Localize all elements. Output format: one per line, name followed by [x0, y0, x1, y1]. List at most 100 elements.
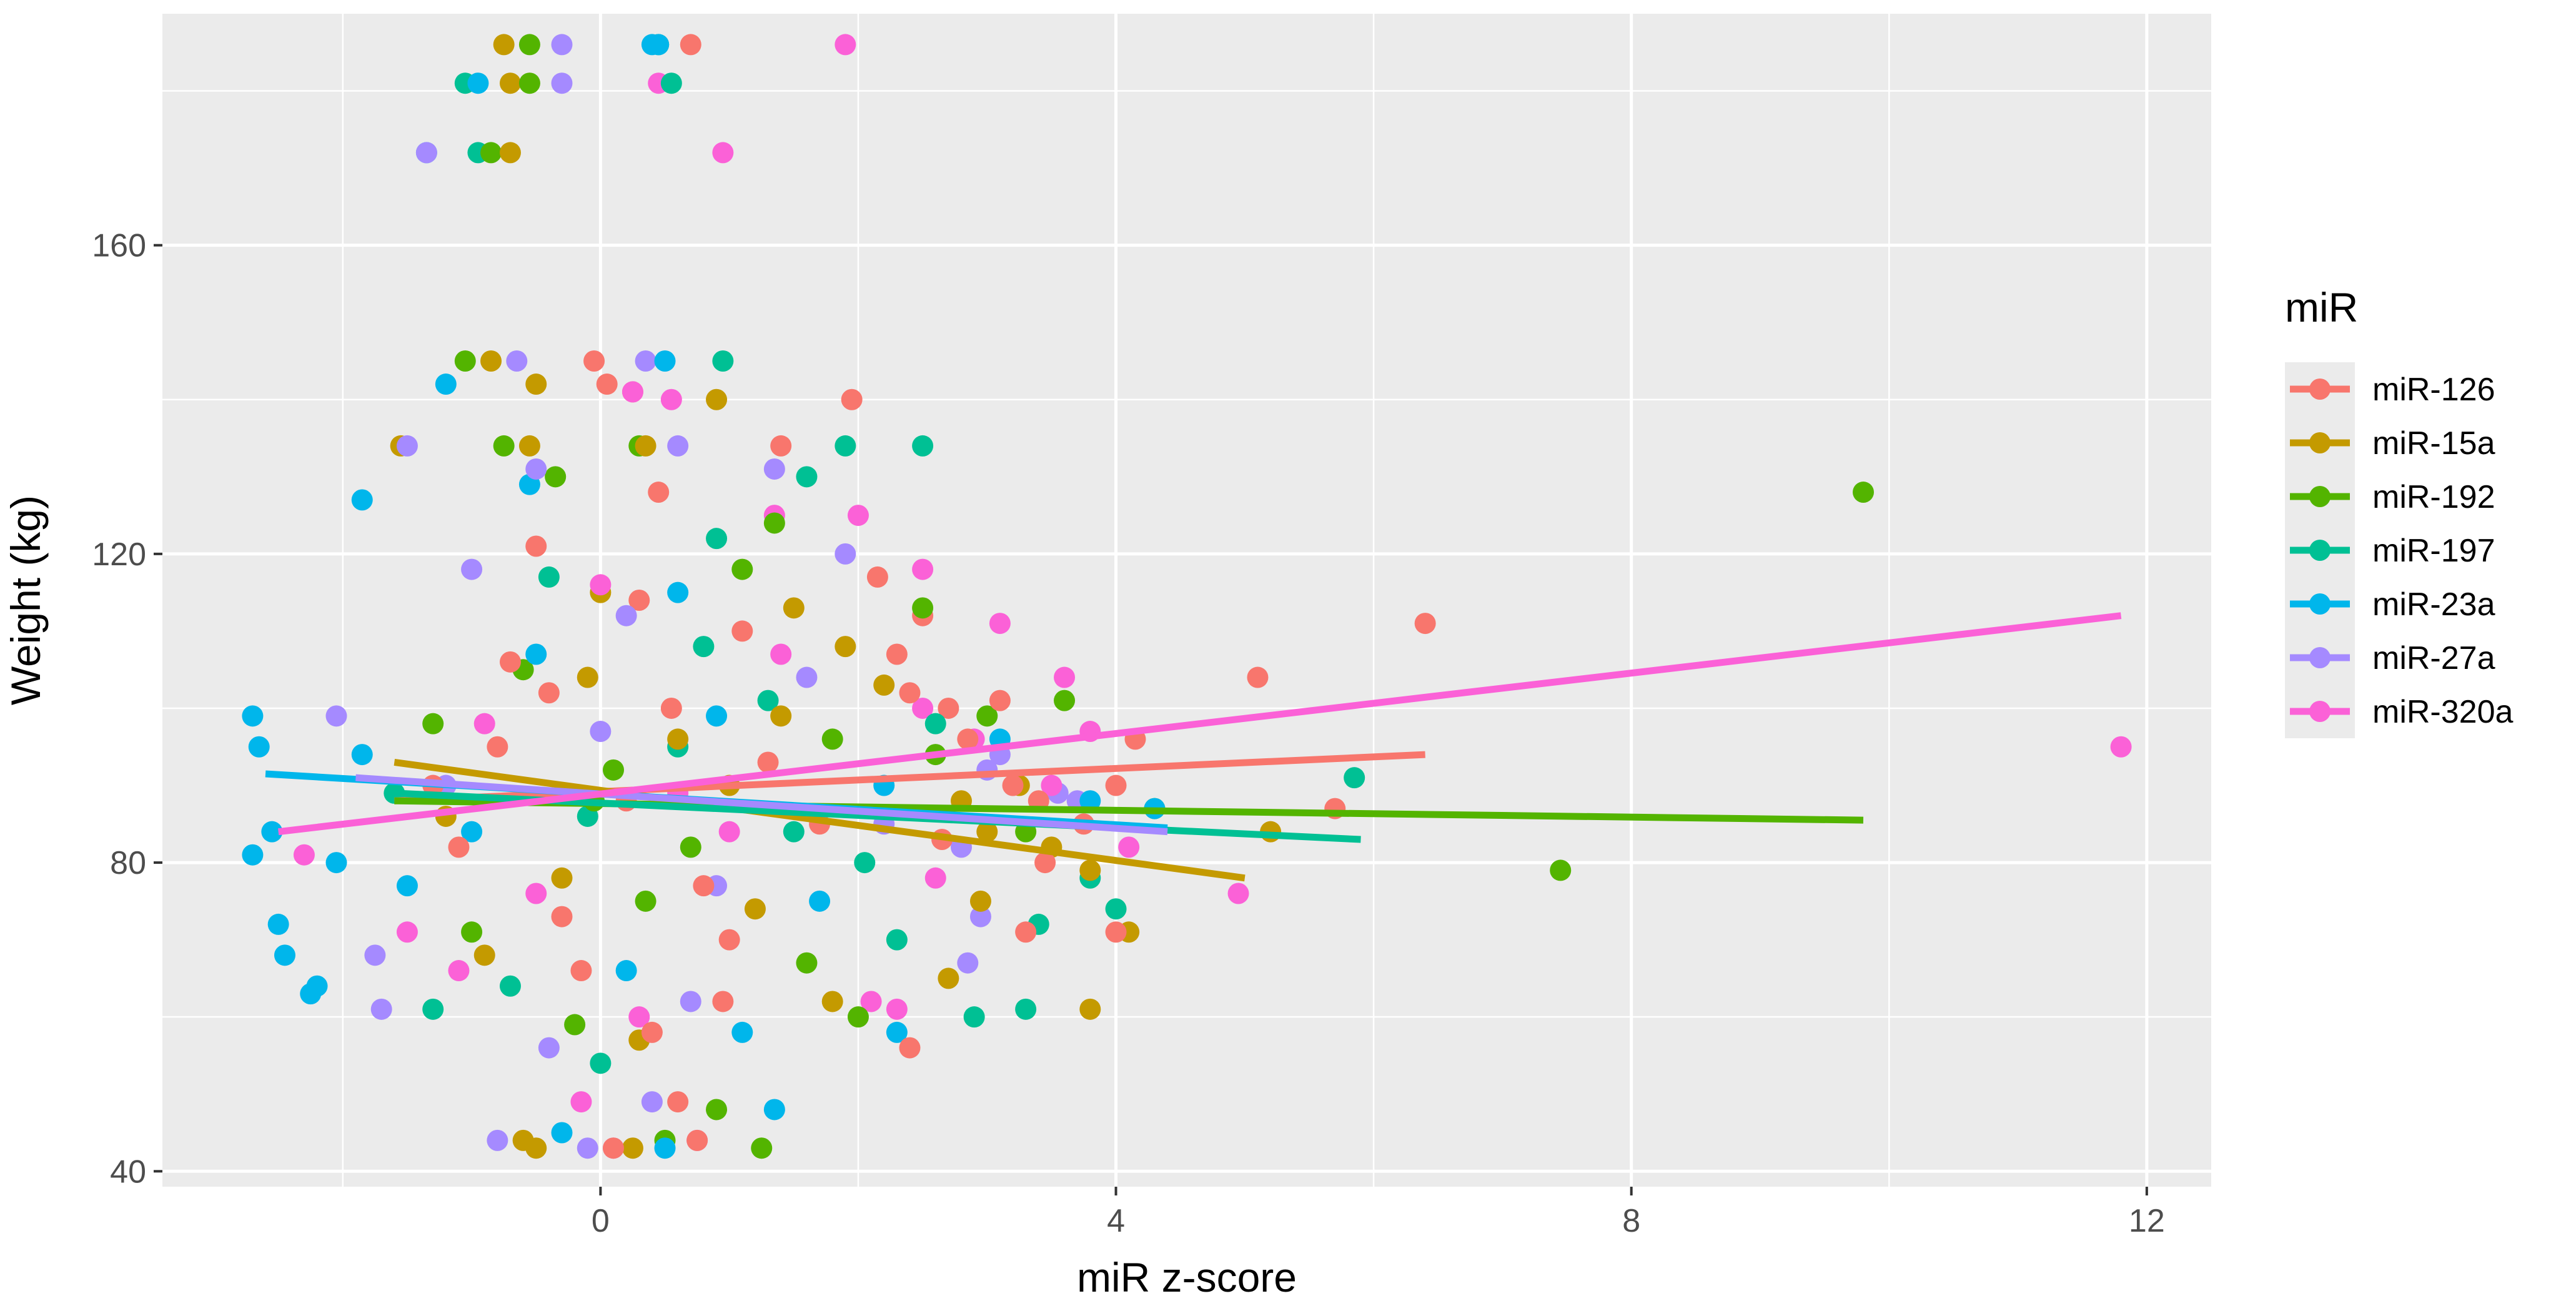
fit-line — [355, 774, 1168, 836]
data-points — [242, 34, 2132, 1159]
data-point — [493, 435, 515, 457]
data-point — [957, 728, 979, 750]
data-point — [1344, 767, 1365, 789]
data-point — [886, 643, 908, 665]
data-point — [648, 34, 670, 56]
legend-label: miR-192 — [2372, 479, 2495, 515]
data-point — [969, 890, 991, 912]
data-point — [866, 566, 888, 588]
data-point — [757, 751, 779, 773]
major-gridlines — [162, 14, 2211, 1187]
data-point — [718, 821, 740, 843]
data-point — [351, 744, 373, 766]
data-point — [1015, 998, 1037, 1020]
data-point — [963, 1006, 985, 1028]
data-point — [370, 998, 392, 1020]
data-point — [1079, 790, 1101, 812]
data-point — [770, 435, 792, 457]
data-point — [938, 697, 959, 719]
data-point — [706, 528, 728, 550]
legend-key-point — [2309, 378, 2331, 400]
data-point — [615, 960, 637, 982]
data-point — [1041, 774, 1063, 796]
data-point — [242, 844, 264, 866]
data-point — [712, 350, 734, 372]
data-point — [551, 34, 573, 56]
data-point — [603, 759, 625, 781]
data-point — [518, 72, 540, 94]
data-point — [835, 435, 856, 457]
x-tick-label: 4 — [1107, 1203, 1125, 1239]
data-point — [641, 1021, 663, 1043]
data-point — [751, 1137, 773, 1159]
data-point — [628, 590, 650, 611]
data-point — [583, 350, 605, 372]
data-point — [912, 597, 934, 619]
y-tick-label: 160 — [92, 228, 146, 264]
data-point — [667, 581, 689, 603]
legend-key-point — [2309, 540, 2331, 561]
data-point — [912, 697, 934, 719]
data-point — [603, 1137, 625, 1159]
data-point — [693, 636, 715, 658]
data-point — [744, 898, 766, 920]
data-point — [564, 1014, 586, 1036]
minor-gridlines — [162, 14, 2211, 1187]
legend-label: miR-320a — [2372, 694, 2513, 730]
data-point — [706, 388, 728, 410]
legend-label: miR-27a — [2372, 640, 2495, 676]
y-tick-label: 40 — [110, 1154, 146, 1190]
data-point — [809, 890, 831, 912]
data-point — [525, 1137, 547, 1159]
panel-background — [162, 14, 2211, 1187]
legend-key-point — [2309, 647, 2331, 668]
data-point — [1118, 836, 1140, 858]
data-point — [615, 605, 637, 626]
data-point — [873, 674, 895, 696]
data-point — [493, 34, 515, 56]
data-point — [899, 682, 921, 704]
data-point — [770, 705, 792, 727]
data-point — [654, 1137, 676, 1159]
data-point — [525, 458, 547, 480]
data-point — [551, 72, 573, 94]
data-point — [261, 821, 283, 843]
data-point — [1105, 921, 1127, 943]
data-point — [590, 574, 612, 596]
data-point — [480, 350, 502, 372]
data-point — [763, 458, 785, 480]
data-point — [448, 836, 470, 858]
data-point — [518, 435, 540, 457]
data-point — [487, 736, 508, 758]
data-point — [783, 597, 805, 619]
data-point — [1853, 482, 1875, 503]
data-point — [654, 350, 676, 372]
data-point — [763, 512, 785, 534]
data-point — [248, 736, 270, 758]
data-point — [577, 666, 598, 688]
data-point — [693, 875, 715, 897]
data-point — [461, 558, 483, 580]
data-point — [835, 34, 856, 56]
data-point — [538, 566, 560, 588]
data-point — [680, 34, 701, 56]
data-point — [635, 435, 656, 457]
data-point — [473, 944, 495, 966]
data-point — [924, 713, 946, 735]
data-point — [667, 1091, 689, 1113]
data-point — [274, 944, 295, 966]
data-point — [731, 558, 753, 580]
data-point — [635, 350, 656, 372]
data-point — [706, 705, 728, 727]
data-point — [912, 558, 934, 580]
data-point — [731, 620, 753, 642]
data-point — [1414, 613, 1436, 635]
data-point — [1550, 859, 1572, 881]
data-point — [628, 1006, 650, 1028]
data-point — [1105, 774, 1127, 796]
data-point — [635, 890, 656, 912]
data-point — [731, 1021, 753, 1043]
data-point — [648, 482, 670, 503]
data-point — [461, 821, 483, 843]
